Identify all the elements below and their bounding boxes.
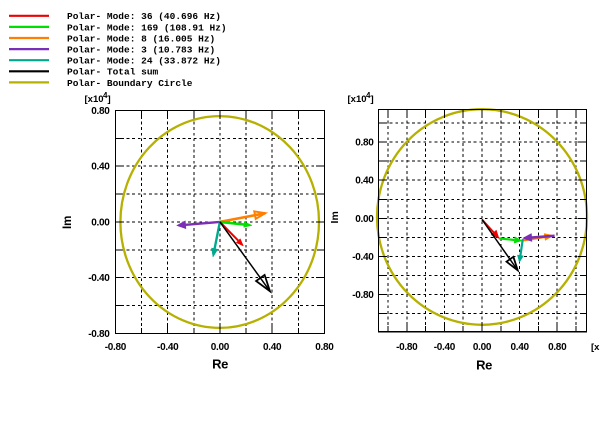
svg-text:-0.80: -0.80 (88, 329, 110, 340)
svg-text:]: ] (108, 94, 111, 105)
svg-text:Polar- Boundary Circle: Polar- Boundary Circle (67, 78, 193, 89)
svg-text:0.00: 0.00 (91, 217, 110, 228)
svg-text:0.00: 0.00 (473, 342, 492, 353)
svg-text:Polar- Mode: 8 (16.005 Hz): Polar- Mode: 8 (16.005 Hz) (67, 33, 215, 44)
svg-text:Polar- Mode: 3 (10.783 Hz): Polar- Mode: 3 (10.783 Hz) (67, 45, 215, 56)
svg-text:-0.40: -0.40 (352, 252, 374, 263)
svg-text:-0.40: -0.40 (157, 342, 179, 353)
svg-text:0.80: 0.80 (548, 342, 567, 353)
svg-text:Im: Im (329, 211, 341, 223)
svg-text:Re: Re (476, 357, 492, 372)
svg-text:[x10: [x10 (591, 342, 600, 353)
svg-text:]: ] (371, 94, 374, 105)
svg-text:4: 4 (366, 91, 371, 100)
svg-text:0.80: 0.80 (91, 106, 110, 117)
svg-text:-0.80: -0.80 (396, 342, 418, 353)
svg-text:-0.40: -0.40 (88, 273, 110, 284)
svg-text:0.80: 0.80 (315, 342, 334, 353)
svg-text:0.40: 0.40 (510, 342, 529, 353)
svg-text:0.40: 0.40 (355, 176, 374, 187)
svg-text:4: 4 (103, 91, 108, 100)
svg-text:-0.80: -0.80 (352, 290, 374, 301)
svg-text:-0.40: -0.40 (434, 342, 456, 353)
svg-text:0.00: 0.00 (211, 342, 230, 353)
svg-text:Polar- Mode: 24 (33.872 Hz): Polar- Mode: 24 (33.872 Hz) (67, 56, 221, 67)
svg-text:Re: Re (212, 357, 228, 372)
svg-text:[x10: [x10 (348, 94, 367, 105)
svg-text:-0.80: -0.80 (105, 342, 127, 353)
svg-text:Polar- Mode: 36 (40.696 Hz): Polar- Mode: 36 (40.696 Hz) (67, 11, 221, 22)
svg-text:[x10: [x10 (85, 94, 104, 105)
svg-text:0.80: 0.80 (355, 138, 374, 149)
svg-text:0.40: 0.40 (91, 162, 110, 173)
svg-text:Polar- Total sum: Polar- Total sum (67, 67, 159, 78)
svg-text:0.40: 0.40 (263, 342, 282, 353)
svg-text:Im: Im (62, 216, 74, 229)
svg-text:0.00: 0.00 (355, 214, 374, 225)
svg-text:Polar- Mode: 169 (108.91 Hz): Polar- Mode: 169 (108.91 Hz) (67, 22, 227, 33)
